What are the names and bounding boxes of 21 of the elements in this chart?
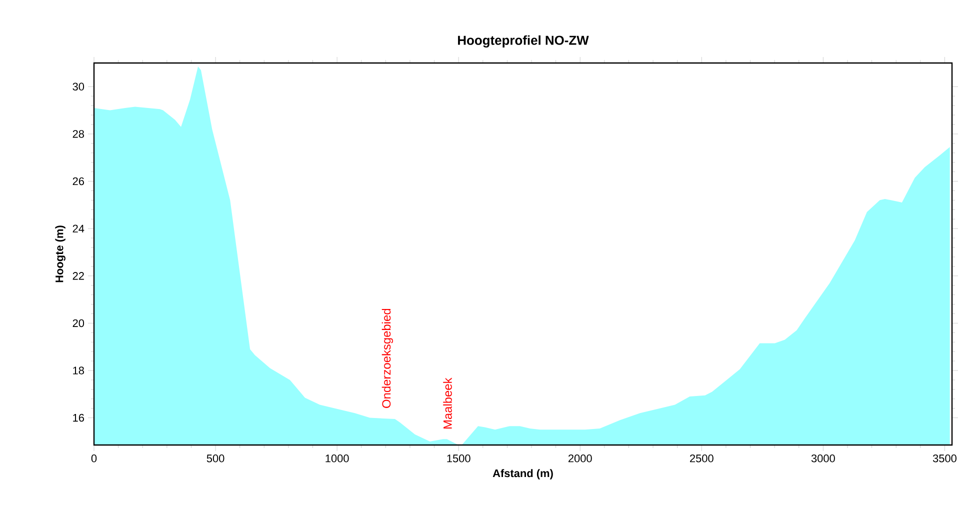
y-tick-label: 26 (72, 177, 84, 186)
y-tick-label: 24 (72, 224, 84, 232)
y-tick-label: 28 (72, 130, 84, 138)
y-tick-label: 18 (73, 366, 84, 374)
x-tick-label: 1500 (447, 454, 470, 462)
x-tick-label: 3500 (932, 454, 956, 462)
annotation: Maalbeek (443, 378, 452, 429)
y-tick-label: 16 (73, 414, 84, 422)
x-tick-label: 2500 (690, 454, 714, 462)
y-tick-label: 30 (72, 82, 84, 91)
y-axis-title: Hoogte (m) (55, 226, 66, 282)
y-tick-label: 20 (72, 319, 84, 328)
x-tick-label: 1000 (326, 454, 349, 462)
x-tick-label: 500 (206, 454, 224, 462)
y-tick-label: 22 (72, 272, 84, 280)
x-tick-label: 2000 (568, 454, 592, 462)
x-tick-label: 0 (91, 454, 97, 462)
chart-title: Hoogteprofiel NO-ZW (458, 35, 589, 48)
x-tick-label: 3000 (811, 454, 835, 462)
annotation: Onderzoeksgebied (382, 308, 394, 408)
x-axis-title: Afstand (m) (492, 469, 553, 480)
